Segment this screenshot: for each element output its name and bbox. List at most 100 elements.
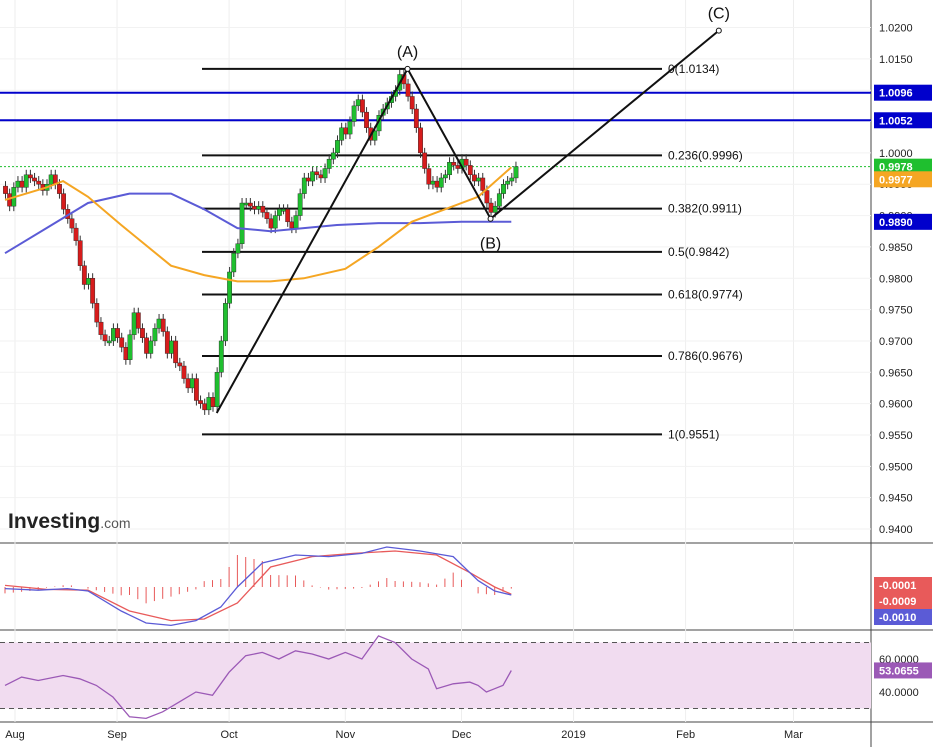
macd-tag — [874, 593, 932, 609]
macd-tag-label: -0.0001 — [879, 580, 916, 592]
price-tag-label: 0.9977 — [879, 174, 913, 186]
candle-body — [189, 378, 195, 389]
candle-body — [3, 185, 8, 194]
price-tag-label: 0.9978 — [879, 162, 913, 174]
time-axis: Aug Sep Oct Nov Dec 2019 Feb Mar — [5, 729, 803, 741]
candle-body — [81, 265, 87, 285]
candle-body — [235, 243, 241, 254]
candle-body — [256, 205, 262, 210]
y-tick-label: 0.9400 — [879, 524, 913, 536]
candle-body — [272, 215, 278, 229]
candle-body — [127, 334, 133, 360]
candle-body — [322, 168, 328, 179]
candle-body — [69, 218, 75, 229]
candle-body — [148, 340, 154, 354]
candle-body — [106, 340, 112, 344]
fib-level-label: 0.786(0.9676) — [668, 349, 743, 363]
candle-body — [119, 337, 125, 348]
y-tick-label: 0.9800 — [879, 273, 913, 285]
candle-body — [177, 362, 183, 367]
candle-body — [202, 403, 208, 411]
y-tick-label: 0.9750 — [879, 305, 913, 317]
y-tick-label: 0.9600 — [879, 399, 913, 411]
candle-body — [144, 337, 149, 354]
candle-body — [277, 209, 282, 216]
candle-body — [19, 180, 25, 188]
candle-body — [306, 177, 311, 182]
candle-body — [480, 177, 486, 191]
candle-body — [310, 171, 315, 182]
x-tick-label: Oct — [221, 729, 238, 741]
fib-level-label: 0.618(0.9774) — [668, 288, 743, 302]
macd-line — [4, 546, 512, 627]
x-tick-label: Aug — [5, 729, 25, 741]
candle-body — [364, 111, 369, 129]
candle-body — [496, 193, 502, 207]
candle-body — [463, 158, 469, 166]
candle-body — [422, 152, 428, 169]
candle-body — [351, 105, 357, 122]
brand-name: Investing — [8, 510, 100, 533]
fib-level-label: 0(1.0134) — [668, 62, 719, 76]
candle-body — [372, 130, 378, 141]
candle-body — [206, 397, 212, 411]
candle-body — [418, 127, 423, 154]
candle-body — [260, 205, 266, 213]
candle-body — [451, 162, 457, 166]
wave-path — [215, 29, 720, 414]
candle-body — [281, 209, 286, 212]
y-tick-label: 1.0000 — [879, 148, 913, 160]
wave-point — [404, 65, 411, 72]
candle-body — [476, 177, 481, 182]
candle-body — [115, 328, 120, 339]
elliott-wave-lines: (A) (B) (C) — [215, 6, 730, 414]
y-tick-label: 0.9650 — [879, 367, 913, 379]
macd-tag-label: -0.0009 — [879, 596, 916, 608]
candle-body — [169, 340, 174, 354]
fib-level-label: 0.5(0.9842) — [668, 245, 729, 259]
candle-body — [210, 397, 216, 407]
candle-body — [438, 177, 444, 188]
y-tick-label: 0.9500 — [879, 461, 913, 473]
candle-body — [409, 96, 415, 110]
candle-body — [297, 193, 303, 216]
candle-body — [434, 180, 440, 188]
rsi-line — [4, 635, 512, 720]
x-tick-label: Mar — [784, 729, 803, 741]
candle-body — [501, 184, 506, 194]
macd-tag-label: -0.0010 — [879, 612, 916, 624]
candle-body — [57, 184, 62, 194]
brand-suffix: .com — [100, 515, 130, 531]
candle-body — [268, 218, 274, 229]
candle-body — [193, 378, 199, 401]
candle-body — [264, 212, 270, 219]
candle-body — [110, 328, 116, 342]
candle-body — [94, 303, 100, 323]
candle-body — [360, 99, 365, 113]
candle-body — [140, 328, 145, 339]
price-tag — [874, 84, 932, 101]
candle-body — [252, 205, 257, 210]
candle-body — [152, 328, 158, 342]
candle-body — [247, 202, 253, 207]
candle-body — [86, 278, 91, 285]
y-tick-label: 0.9450 — [879, 493, 913, 505]
fib-level-label: 0.382(0.9911) — [668, 202, 742, 216]
candle-body — [98, 321, 104, 335]
investing-logo: Investing.com — [8, 510, 131, 533]
candle-body — [314, 171, 320, 176]
candle-body — [505, 180, 511, 185]
fib-level-label: 0.236(0.9996) — [668, 148, 743, 162]
candle-body — [426, 168, 432, 185]
candle-body — [214, 372, 220, 407]
candle-body — [36, 180, 42, 185]
svg-text:Investing.com: Investing.com — [8, 510, 131, 533]
rsi-tag-label: 53.0655 — [879, 665, 919, 677]
price-tag — [874, 112, 932, 129]
wave-label: (C) — [708, 6, 730, 23]
candle-body — [443, 174, 448, 179]
candle-body — [339, 127, 345, 141]
candle-body — [173, 340, 179, 364]
